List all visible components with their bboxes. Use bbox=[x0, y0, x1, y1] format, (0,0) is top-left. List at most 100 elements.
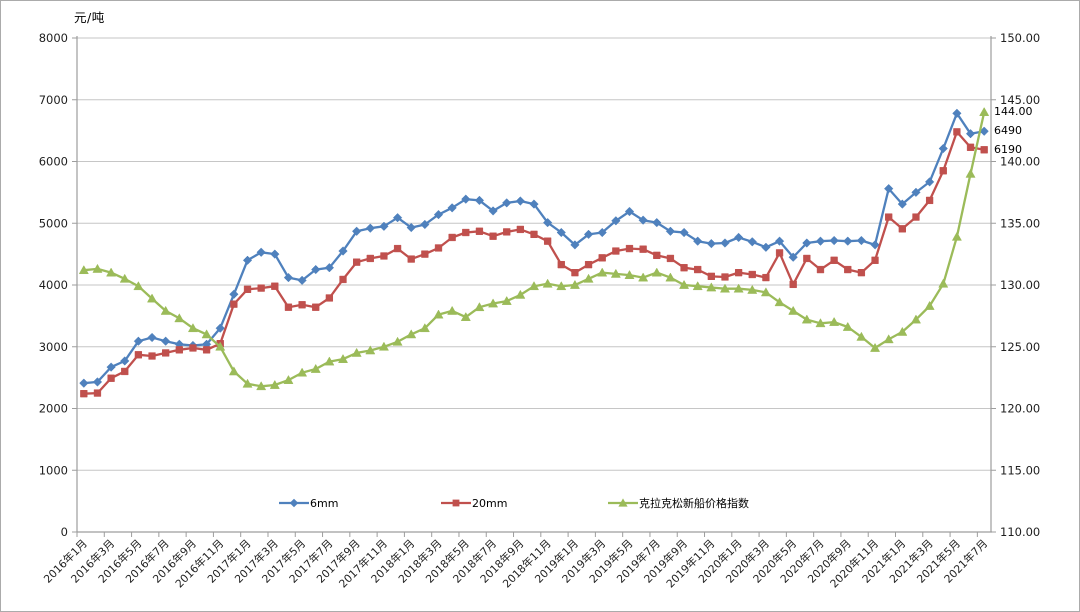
series-marker-20mm bbox=[189, 344, 197, 352]
series-marker-20mm bbox=[107, 374, 115, 382]
series-marker-克拉克松新船价格指数 bbox=[801, 314, 812, 324]
series-marker-20mm bbox=[912, 213, 920, 221]
series-marker-克拉克松新船价格指数 bbox=[870, 342, 881, 352]
series-marker-克拉克松新船价格指数 bbox=[242, 378, 253, 388]
series-marker-6mm bbox=[911, 187, 921, 198]
series-marker-克拉克松新船价格指数 bbox=[501, 295, 512, 305]
series-marker-20mm bbox=[312, 303, 320, 311]
series-marker-20mm bbox=[148, 352, 156, 360]
series-marker-6mm bbox=[365, 223, 375, 233]
series-marker-克拉克松新船价格指数 bbox=[283, 374, 294, 384]
series-marker-6mm bbox=[352, 226, 362, 236]
series-marker-克拉克松新船价格指数 bbox=[788, 305, 799, 315]
series-marker-克拉克松新船价格指数 bbox=[406, 329, 417, 339]
series-marker-6mm bbox=[215, 323, 225, 333]
right-axis-tick-label: 150.00 bbox=[1000, 31, 1040, 45]
series-marker-克拉克松新船价格指数 bbox=[692, 281, 703, 291]
series-marker-20mm bbox=[966, 143, 975, 151]
series-克拉克松新船价格指数 bbox=[78, 106, 990, 391]
series-marker-克拉克松新船价格指数 bbox=[256, 381, 267, 391]
series-marker-20mm bbox=[980, 146, 988, 154]
series-marker-克拉克松新船价格指数 bbox=[228, 366, 239, 376]
series-marker-克拉克松新船价格指数 bbox=[638, 272, 649, 282]
series-6mm bbox=[79, 108, 989, 388]
series-20mm bbox=[80, 128, 988, 398]
series-marker-20mm bbox=[762, 273, 770, 282]
series-marker-6mm bbox=[297, 275, 307, 286]
series-marker-20mm bbox=[612, 247, 620, 255]
series-marker-20mm bbox=[434, 244, 443, 252]
series-marker-克拉克松新船价格指数 bbox=[556, 281, 567, 291]
series-marker-6mm bbox=[856, 235, 867, 246]
series-marker-6mm bbox=[379, 221, 389, 231]
end-label-6mm: 6490 bbox=[994, 124, 1022, 138]
series-marker-20mm bbox=[816, 265, 825, 274]
series-marker-6mm bbox=[447, 203, 457, 213]
series-marker-克拉克松新船价格指数 bbox=[569, 279, 580, 289]
series-marker-20mm bbox=[230, 300, 238, 308]
series-marker-20mm bbox=[598, 254, 606, 262]
series-marker-克拉克松新船价格指数 bbox=[310, 363, 321, 373]
series-marker-20mm bbox=[694, 265, 702, 274]
series-marker-6mm bbox=[392, 213, 403, 223]
series-marker-6mm bbox=[420, 219, 430, 230]
left-axis-tick-label: 1000 bbox=[39, 463, 68, 477]
series-marker-6mm bbox=[256, 247, 266, 257]
series-marker-20mm bbox=[584, 260, 593, 269]
series-marker-20mm bbox=[939, 167, 947, 175]
series-marker-克拉克松新船价格指数 bbox=[419, 323, 430, 333]
series-marker-克拉克松新船价格指数 bbox=[747, 284, 758, 294]
series-marker-克拉克松新船价格指数 bbox=[760, 287, 771, 297]
series-marker-克拉克松新船价格指数 bbox=[187, 323, 198, 333]
series-marker-6mm bbox=[924, 177, 935, 187]
series-marker-20mm bbox=[271, 282, 279, 290]
series-marker-克拉克松新船价格指数 bbox=[842, 321, 853, 331]
series-marker-20mm bbox=[721, 273, 729, 281]
square-legend-marker-icon bbox=[441, 499, 471, 507]
series-marker-20mm bbox=[475, 227, 484, 235]
series-marker-6mm bbox=[829, 235, 839, 246]
series-marker-6mm bbox=[624, 206, 635, 217]
left-axis-tick-label: 8000 bbox=[39, 31, 68, 45]
series-marker-6mm bbox=[638, 215, 648, 225]
series-marker-20mm bbox=[639, 245, 647, 253]
series-marker-6mm bbox=[884, 184, 894, 194]
series-marker-6mm bbox=[324, 263, 335, 273]
right-axis-tick-label: 140.00 bbox=[1000, 155, 1040, 169]
series-marker-6mm bbox=[611, 216, 621, 226]
series-marker-20mm bbox=[734, 269, 743, 277]
series-marker-克拉克松新船价格指数 bbox=[815, 318, 826, 328]
series-marker-6mm bbox=[488, 206, 498, 216]
series-marker-6mm bbox=[133, 336, 144, 346]
series-marker-克拉克松新船价格指数 bbox=[706, 282, 717, 292]
right-axis-tick-label: 115.00 bbox=[1000, 463, 1040, 477]
right-axis-tick-label: 145.00 bbox=[1000, 93, 1040, 107]
series-marker-6mm bbox=[283, 272, 294, 283]
series-marker-20mm bbox=[844, 265, 852, 274]
legend-item-克拉克松新船价格指数: 克拉克松新船价格指数 bbox=[608, 496, 749, 510]
series-marker-6mm bbox=[120, 356, 130, 366]
legend-item-6mm: 6mm bbox=[279, 496, 338, 510]
right-axis-tick-label: 130.00 bbox=[1000, 278, 1040, 292]
series-marker-克拉克松新船价格指数 bbox=[324, 356, 335, 366]
series-marker-6mm bbox=[897, 199, 907, 209]
series-marker-6mm bbox=[474, 195, 485, 206]
series-marker-6mm bbox=[952, 108, 962, 118]
series-marker-20mm bbox=[80, 390, 88, 398]
series-marker-克拉克松新船价格指数 bbox=[910, 314, 921, 324]
series-marker-6mm bbox=[461, 194, 471, 204]
series-marker-克拉克松新船价格指数 bbox=[665, 272, 676, 282]
series-marker-克拉克松新船价格指数 bbox=[160, 305, 171, 315]
series-marker-20mm bbox=[353, 258, 361, 266]
series-marker-20mm bbox=[421, 250, 429, 258]
series-marker-6mm bbox=[583, 229, 594, 240]
series-marker-6mm bbox=[693, 236, 703, 246]
series-marker-克拉克松新船价格指数 bbox=[979, 106, 990, 116]
right-axis-tick-label: 135.00 bbox=[1000, 216, 1040, 230]
series-marker-20mm bbox=[803, 254, 811, 263]
series-marker-20mm bbox=[503, 228, 511, 236]
left-axis-tick-label: 3000 bbox=[39, 340, 68, 354]
left-axis-tick-label: 0 bbox=[61, 525, 68, 539]
series-marker-克拉克松新船价格指数 bbox=[938, 278, 949, 288]
